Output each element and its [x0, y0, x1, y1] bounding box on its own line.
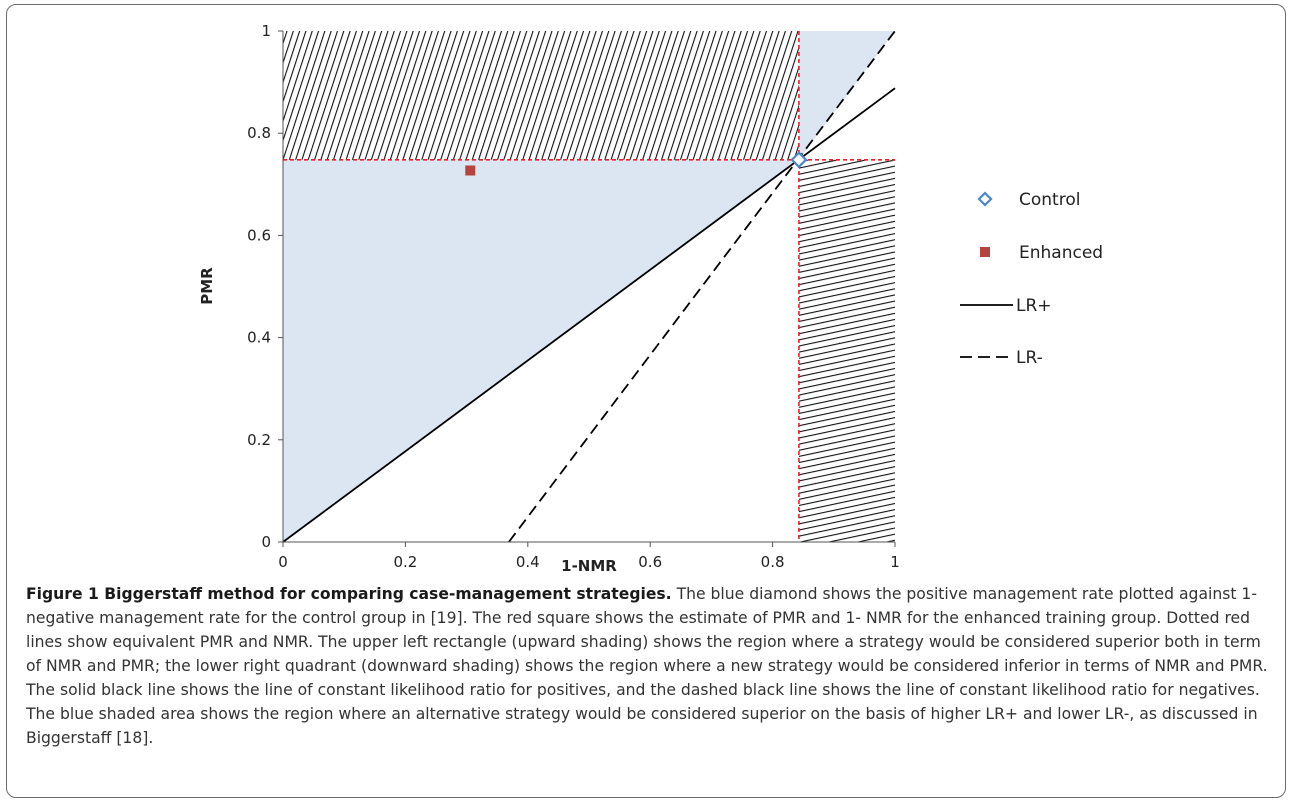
x-tick-label: 0.4 — [516, 553, 540, 571]
y-tick-label: 0.4 — [247, 329, 271, 347]
x-tick-label: 0.8 — [761, 553, 785, 571]
x-tick-label: 0.6 — [638, 553, 662, 571]
legend-control-marker — [977, 191, 993, 207]
lr-plus-line — [282, 87, 896, 543]
upper-left-hatched-region — [283, 31, 799, 160]
x-axis-label: 1-NMR — [561, 557, 617, 575]
legend-label: Enhanced — [1019, 243, 1103, 263]
caption-title: Figure 1 Biggerstaff method for comparin… — [26, 585, 672, 603]
legend-label: Control — [1019, 190, 1080, 210]
figure-caption: Figure 1 Biggerstaff method for comparin… — [26, 582, 1276, 750]
y-tick-label: 1 — [261, 22, 271, 40]
y-axis-label: PMR — [198, 267, 216, 305]
figure-frame — [6, 4, 1286, 798]
legend-label: LR- — [1016, 348, 1043, 368]
lower-right-hatched-region — [798, 159, 895, 542]
chart: 0 0.2 0.4 0.6 0.8 1 0 0.2 0.4 0.6 0.8 1 1-NMR PMR C… — [198, 22, 1103, 575]
legend: Control Enhanced LR+ LR- — [960, 190, 1103, 368]
x-tick-label: 0 — [278, 553, 288, 571]
lr-minus-line — [508, 30, 896, 543]
caption-body: The blue diamond shows the positive mana… — [26, 585, 1268, 747]
y-tick-label: 0.8 — [247, 124, 271, 142]
y-tick-label: 0 — [261, 533, 271, 551]
x-tick-label: 0.2 — [393, 553, 417, 571]
enhanced-point — [465, 165, 476, 176]
y-tick-label: 0.6 — [247, 226, 271, 244]
legend-enhanced-marker — [980, 247, 990, 257]
y-tick-label: 0.2 — [247, 431, 271, 449]
legend-label: LR+ — [1016, 296, 1052, 316]
control-point — [790, 151, 808, 169]
x-tick-label: 1 — [890, 553, 900, 571]
